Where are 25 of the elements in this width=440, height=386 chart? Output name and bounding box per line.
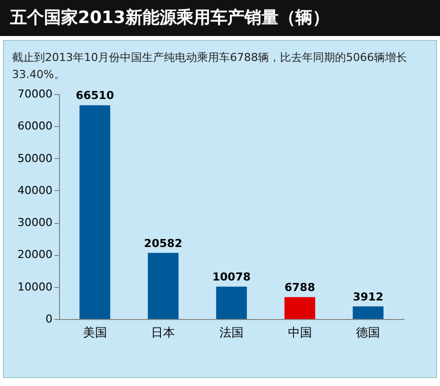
bar — [148, 252, 179, 319]
bar — [79, 105, 110, 319]
y-tick-label: 0 — [46, 312, 52, 326]
chart-title: 五个国家2013新能源乘用车产销量（辆） — [0, 0, 440, 36]
data-label: 66510 — [76, 89, 114, 102]
data-label: 20582 — [144, 236, 182, 250]
bar — [352, 306, 384, 319]
data-label: 6788 — [284, 281, 316, 294]
chart-subtitle: 截止到2013年10月份中国生产纯电动乘用车6788辆，比去年同期的5066辆增长33.40%。 — [12, 50, 408, 83]
data-label: 10078 — [212, 270, 251, 284]
x-tick-label: 德国 — [356, 326, 380, 340]
bar — [284, 297, 316, 319]
y-tick-label: 30000 — [18, 216, 52, 230]
y-tick-label: 20000 — [18, 248, 52, 262]
x-tick-label: 日本 — [151, 326, 176, 340]
y-tick-label: 60000 — [18, 120, 52, 133]
x-tick-label: 中国 — [288, 326, 312, 340]
y-tick-label: 50000 — [18, 152, 52, 165]
x-tick-label: 法国 — [220, 326, 244, 340]
y-tick-label: 40000 — [18, 184, 52, 197]
y-tick-label: 10000 — [18, 280, 52, 294]
x-tick-label: 美国 — [82, 326, 107, 340]
data-label: 3912 — [352, 290, 384, 304]
bar — [216, 286, 247, 319]
y-tick-label: 70000 — [18, 88, 52, 100]
